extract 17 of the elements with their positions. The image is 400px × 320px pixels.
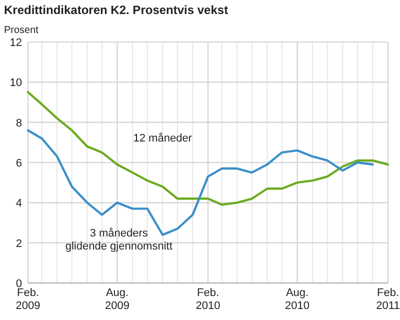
chart-title: Kredittindikatoren K2. Prosentvis vekst: [4, 3, 228, 17]
x-tick-label: Feb. 2011: [376, 287, 400, 312]
y-tick-label: 8: [16, 117, 22, 130]
y-tick-label: 2: [16, 238, 22, 250]
x-tick-label: Aug. 2009: [105, 287, 130, 312]
line-series: [26, 129, 374, 236]
y-tick-label: 6: [16, 158, 22, 170]
x-tick-label: Feb. 2009: [16, 287, 40, 312]
y-axis-title: Prosent: [4, 25, 39, 36]
x-tick-label: Aug. 2010: [285, 287, 310, 312]
text: 12 måneder: [133, 132, 192, 145]
y-tick-label: 4: [16, 198, 22, 210]
series-label: 3 måneders glidende gjennomsnitt: [65, 228, 172, 253]
y-tick-label: 10: [10, 77, 22, 90]
line-series: [26, 91, 390, 206]
x-tick-label: Feb. 2010: [196, 287, 220, 312]
y-tick-label: 12: [10, 37, 22, 49]
